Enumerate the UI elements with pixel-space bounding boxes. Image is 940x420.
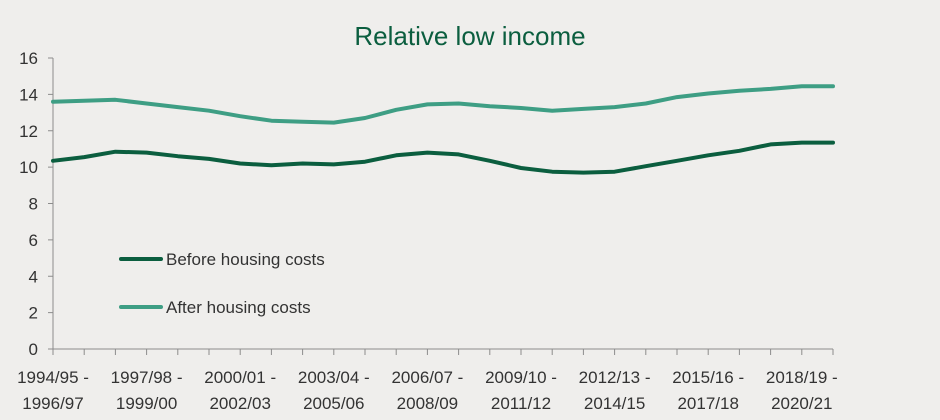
- x-tick-label: 2002/03: [209, 394, 270, 413]
- x-tick-label: 2014/15: [584, 394, 645, 413]
- x-tick-label: 2003/04 -: [298, 368, 370, 387]
- x-tick-label: 1999/00: [116, 394, 177, 413]
- x-tick-label: 2011/12: [491, 394, 551, 413]
- series-line-before-housing-costs: [51, 140, 835, 175]
- x-tick-label: 2005/06: [303, 394, 364, 413]
- x-tick-label: 2012/13 -: [579, 368, 651, 387]
- x-tick-label: 2017/18: [677, 394, 738, 413]
- legend-label: After housing costs: [166, 298, 311, 317]
- x-axis: 1994/95 - 1996/97 1997/98 - 1999/00 2000/01 …: [17, 348, 838, 413]
- x-tick-label: 1994/95 -: [17, 368, 89, 387]
- y-tick-label: 14: [19, 85, 38, 104]
- x-tick-label: 2009/10 -: [485, 368, 557, 387]
- x-tick-label: 1996/97: [22, 394, 83, 413]
- series-line-after-housing-costs: [51, 84, 835, 125]
- x-tick-label: 1997/98 -: [111, 368, 183, 387]
- y-axis: 0 2 4 6 8 10 12 14 16: [19, 49, 54, 359]
- x-tick-label: 2018/19 -: [766, 368, 838, 387]
- legend-label: Before housing costs: [166, 250, 325, 269]
- x-tick-label: 2000/01 -: [204, 368, 276, 387]
- series-layer: [51, 84, 835, 175]
- y-tick-label: 16: [19, 49, 38, 68]
- y-tick-label: 12: [19, 122, 38, 141]
- y-tick-label: 2: [29, 304, 38, 323]
- x-tick-label: 2008/09: [397, 394, 458, 413]
- y-tick-label: 6: [29, 231, 38, 250]
- chart-title: Relative low income: [354, 21, 585, 51]
- x-tick-label: 2006/07 -: [391, 368, 463, 387]
- legend: Before housing costs After housing costs: [119, 250, 325, 317]
- x-tick-label: 2015/16 -: [672, 368, 744, 387]
- y-tick-label: 4: [29, 267, 38, 286]
- x-tick-label: 2020/21: [771, 394, 832, 413]
- y-tick-label: 10: [19, 158, 38, 177]
- y-tick-label: 8: [29, 195, 38, 214]
- y-tick-label: 0: [29, 340, 38, 359]
